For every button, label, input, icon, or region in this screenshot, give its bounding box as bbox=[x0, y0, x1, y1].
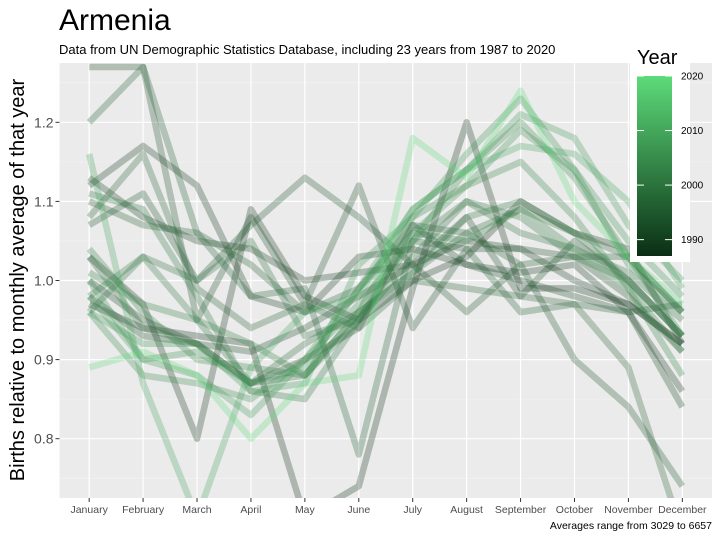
series-line-1987 bbox=[87, 119, 685, 498]
y-tick-label: 1.2 bbox=[34, 114, 54, 130]
y-axis-label: Births relative to monthly average of th… bbox=[7, 78, 29, 481]
series-line-2009 bbox=[86, 142, 686, 498]
legend-tick-label: 2010 bbox=[681, 126, 704, 137]
series-line-1995 bbox=[86, 63, 683, 458]
series-line-2020 bbox=[88, 87, 685, 442]
y-tick-label: 1.1 bbox=[34, 193, 54, 209]
legend-colorbar bbox=[637, 76, 672, 256]
series-line-2003 bbox=[86, 158, 686, 379]
x-tick-label: June bbox=[347, 504, 370, 516]
x-tick-label: September bbox=[495, 504, 547, 516]
series-line-1992 bbox=[87, 213, 685, 355]
series-line-2001 bbox=[87, 198, 685, 387]
legend-tick-label: 2000 bbox=[681, 181, 704, 192]
series-line-1990 bbox=[87, 175, 685, 347]
x-tick-label: March bbox=[182, 504, 211, 516]
y-tick-label: 0.9 bbox=[34, 352, 54, 368]
x-tick-label: November bbox=[604, 504, 653, 516]
legend: Year 1990 2000 2010 2020 bbox=[630, 40, 704, 262]
x-tick-label: December bbox=[658, 504, 707, 516]
x-tick-label: August bbox=[450, 504, 483, 516]
series-line-1998 bbox=[86, 206, 685, 387]
x-tick-label: February bbox=[122, 504, 165, 516]
series-line-1999 bbox=[86, 198, 685, 340]
legend-tick-label: 1990 bbox=[681, 235, 704, 246]
y-tick-label: 1.0 bbox=[34, 273, 54, 289]
x-tick-label: April bbox=[240, 504, 261, 516]
legend-ticks: 1990 2000 2010 2020 bbox=[637, 72, 704, 246]
x-axis-ticks: January February March April May June July Augu… bbox=[70, 498, 707, 516]
series-line-2004 bbox=[86, 119, 685, 403]
series-lines bbox=[86, 63, 686, 498]
series-line-2007 bbox=[86, 111, 685, 419]
major-gridlines bbox=[59, 63, 712, 498]
x-tick-label: May bbox=[295, 504, 316, 516]
chart-title: Armenia bbox=[59, 4, 171, 37]
series-line-1988 bbox=[87, 198, 686, 442]
x-tick-label: January bbox=[70, 504, 108, 516]
minor-gridlines bbox=[59, 82, 712, 479]
chart-subtitle: Data from UN Demographic Statistics Data… bbox=[59, 42, 555, 57]
series-line-1989 bbox=[87, 142, 685, 394]
x-tick-label: July bbox=[403, 504, 422, 516]
series-line-2006 bbox=[87, 95, 685, 395]
series-line-1997 bbox=[86, 150, 675, 498]
legend-title: Year bbox=[637, 47, 678, 69]
series-line-2005 bbox=[86, 126, 685, 387]
chart-caption: Averages range from 3029 to 6657 bbox=[550, 520, 712, 532]
series-line-1994 bbox=[87, 174, 685, 488]
y-tick-label: 0.8 bbox=[34, 431, 54, 447]
y-axis-ticks: 0.8 0.9 1.0 1.1 1.2 bbox=[34, 114, 60, 447]
series-line-1991 bbox=[87, 221, 686, 409]
series-line-1993 bbox=[89, 63, 685, 354]
x-tick-label: October bbox=[556, 504, 594, 516]
legend-tick-label: 2020 bbox=[681, 72, 704, 83]
series-line-2002 bbox=[87, 206, 685, 379]
series-line-1996 bbox=[87, 198, 685, 316]
series-line-2000 bbox=[88, 190, 685, 403]
